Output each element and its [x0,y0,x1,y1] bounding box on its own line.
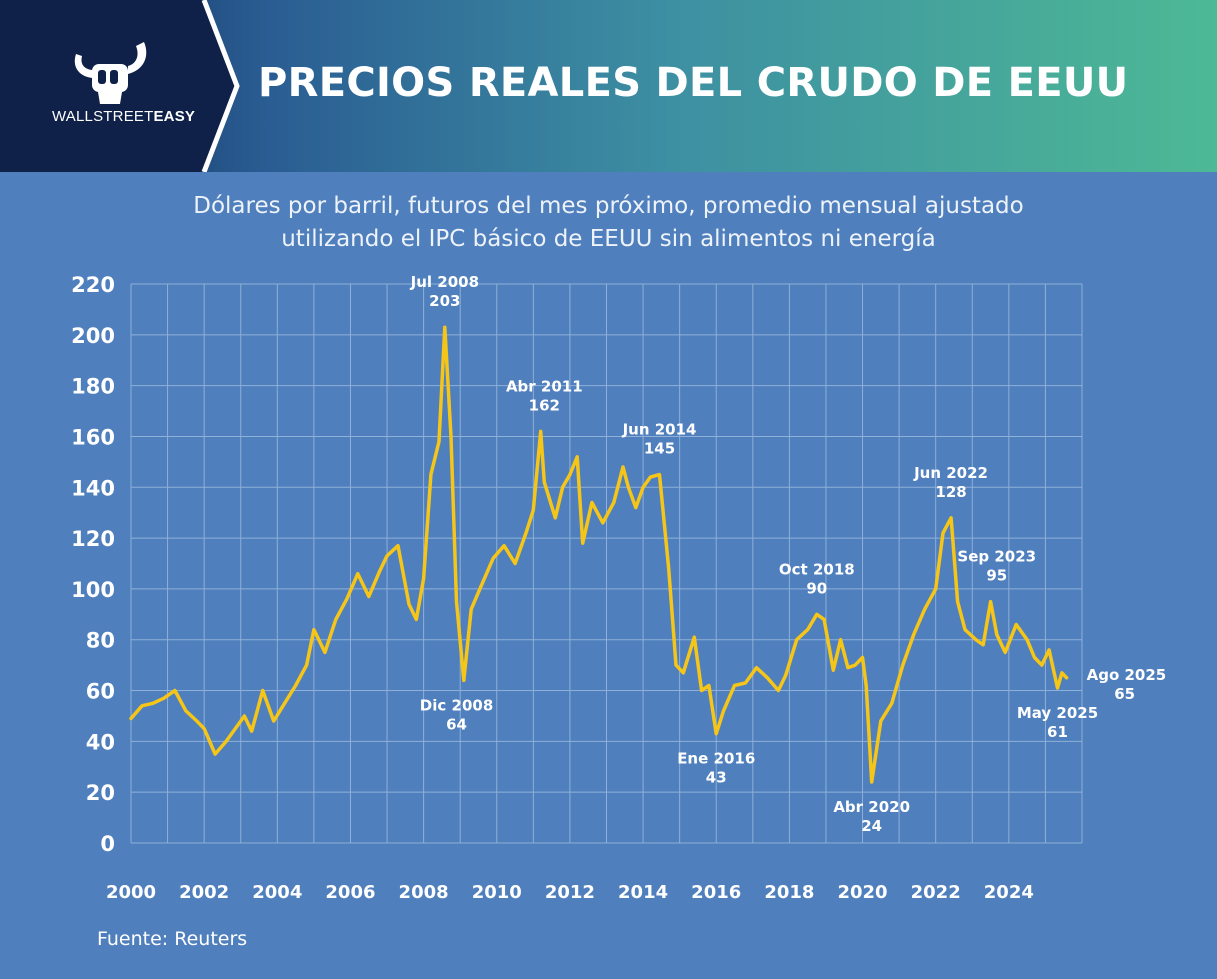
y-axis-ticks: 0 20 40 60 80 100 120 140 160 180 200 220 [71,273,115,856]
annotation-value: 24 [861,817,882,835]
y-tick-label: 80 [86,629,115,653]
annotation-value: 65 [1114,685,1135,703]
x-axis-ticks: 2000 2002 2004 2006 2008 2010 2012 2014 2016 2018… [106,882,1034,903]
annotation-date: Ene 2016 [677,750,755,768]
annotation-value: 162 [529,396,560,414]
x-tick-label: 2016 [691,882,741,903]
x-tick-label: 2004 [252,882,302,903]
x-tick-label: 2006 [325,882,375,903]
y-tick-label: 200 [71,324,115,348]
subtitle-line-2: utilizando el IPC básico de EEUU sin ali… [281,226,936,252]
x-tick-label: 2018 [764,882,814,903]
annotation-date: Sep 2023 [957,548,1036,566]
y-tick-label: 160 [71,425,115,449]
logo-panel: WALLSTREETEASY [0,0,240,172]
series-line [129,325,1069,784]
y-tick-label: 100 [71,578,115,602]
x-tick-label: 2012 [545,882,595,903]
y-tick-label: 60 [86,680,115,704]
annotation-date: Jun 2022 [913,464,988,482]
x-tick-label: 2010 [472,882,522,903]
series-layer [129,325,1069,784]
subtitle-line-1: Dólares por barril, futuros del mes próx… [193,193,1024,219]
logo-text: WALLSTREETEASY [52,108,195,125]
annotation-date: May 2025 [1017,704,1098,722]
annotation-date: Oct 2018 [779,560,855,578]
x-tick-label: 2024 [984,882,1034,903]
x-tick-label: 2020 [837,882,887,903]
header-banner: WALLSTREETEASY PRECIOS REALES DEL CRUDO … [0,0,1217,172]
annotation-date: Abr 2020 [833,798,910,816]
y-tick-label: 0 [100,832,115,856]
page-title: PRECIOS REALES DEL CRUDO DE EEUU [258,60,1129,106]
annotation-value: 64 [446,715,467,733]
chart-subtitle: Dólares por barril, futuros del mes próx… [60,190,1157,256]
annotation-value: 90 [806,579,827,597]
annotation-value: 145 [644,440,675,458]
annotation-value: 95 [986,567,1007,585]
annotation-value: 43 [706,769,727,787]
annotation-value: 61 [1047,723,1068,741]
grid-layer [130,283,1083,844]
logo-text-light: WALLSTREET [52,108,154,125]
x-tick-label: 2008 [399,882,449,903]
bull-fist-icon [74,42,147,104]
annotation-date: Abr 2011 [506,377,583,395]
y-tick-label: 180 [71,375,115,399]
x-tick-label: 2000 [106,882,156,903]
y-tick-label: 220 [71,273,115,297]
x-tick-label: 2014 [618,882,668,903]
annotation-date: Dic 2008 [420,696,493,714]
y-tick-label: 120 [71,527,115,551]
y-tick-label: 140 [71,476,115,500]
x-tick-label: 2002 [179,882,229,903]
annotation-date: Jul 2008 [410,273,479,291]
annotation-value: 128 [935,483,966,501]
annotation-date: Jun 2014 [622,421,697,439]
annotation-value: 203 [429,292,460,310]
y-tick-label: 20 [86,781,115,805]
source-note: Fuente: Reuters [97,928,248,950]
x-tick-label: 2022 [911,882,961,903]
annotation-date: Ago 2025 [1087,666,1167,684]
y-tick-label: 40 [86,730,115,754]
logo-text-bold: EASY [153,108,196,125]
